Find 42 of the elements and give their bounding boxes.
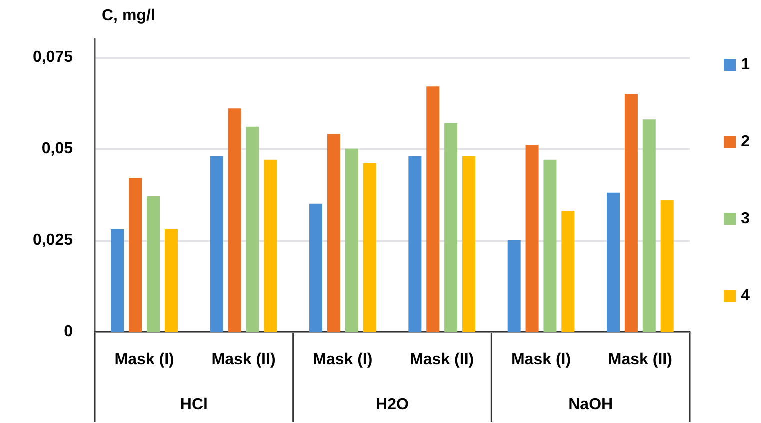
bar: [327, 134, 340, 332]
bar: [607, 192, 620, 332]
bar: [444, 123, 458, 332]
bar: [508, 240, 521, 332]
x-tick-label: Mask (II): [608, 352, 672, 368]
bar: [660, 200, 674, 332]
x-tick-label: Mask (II): [212, 352, 276, 368]
bar: [562, 211, 575, 332]
bar: [310, 204, 323, 332]
bar: [363, 164, 376, 332]
bar: [246, 126, 260, 332]
y-tick-label: 0,025: [32, 232, 74, 249]
bar: [526, 145, 539, 332]
bar: [147, 196, 160, 332]
y-axis-title: C, mg/l: [102, 8, 156, 24]
bar: [544, 160, 557, 332]
x-tick-label: Mask (I): [313, 352, 373, 368]
bar: [408, 156, 422, 332]
y-tick-label: 0,075: [32, 48, 74, 66]
legend-label: 2: [741, 134, 750, 150]
bar: [164, 229, 178, 332]
bar: [345, 148, 358, 332]
bar: [111, 229, 124, 332]
text: HCl: [180, 396, 208, 414]
y-tick-label: 0: [64, 324, 74, 340]
x-tick-label: Mask (II): [410, 352, 474, 368]
bar: [462, 156, 476, 332]
bar: [624, 94, 638, 332]
bar: [426, 86, 440, 332]
bar: [264, 160, 278, 332]
text: H2O: [376, 396, 409, 414]
legend-label: 1: [741, 56, 750, 74]
bar: [129, 178, 142, 332]
y-tick-label: 0,05: [42, 140, 74, 158]
bar: [210, 156, 224, 332]
legend-label: 4: [741, 288, 750, 304]
x-tick-label: Mask (I): [114, 352, 174, 368]
x-tick-label: Mask (I): [511, 352, 572, 368]
text: NaOH: [568, 396, 614, 414]
bar: [642, 120, 656, 332]
legend-label: 3: [741, 210, 750, 228]
bar: [228, 108, 242, 332]
